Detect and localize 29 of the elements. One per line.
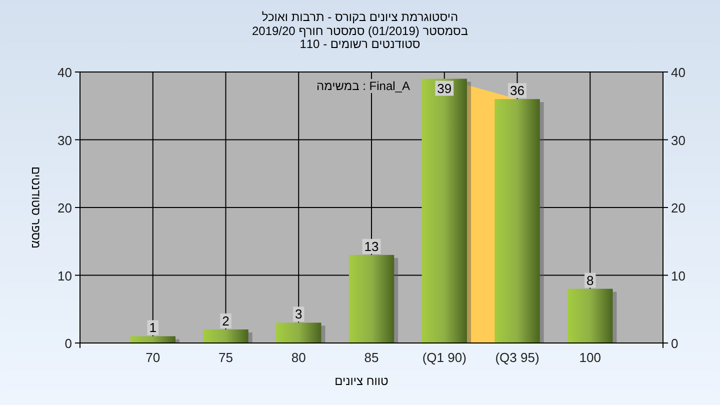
- y-axis-title: מספר סטודנטים: [29, 166, 43, 249]
- x-axis-title: טווח ציונים: [334, 374, 389, 388]
- y2-tick-label: 20: [671, 200, 686, 216]
- data-label: 13: [364, 238, 379, 254]
- annotation: במשימה : Final_A: [316, 79, 410, 93]
- chart-title: היסטוגרמת ציונים בקורס - תרבות ואוכל: [262, 10, 458, 24]
- x-tick-label: 70: [146, 350, 160, 365]
- y2-tick-label: 40: [671, 65, 686, 80]
- x-tick-label: 75: [218, 350, 233, 365]
- y-tick-label: 0: [64, 336, 72, 351]
- data-label: 39: [437, 80, 452, 96]
- chart-subtitle: בסמסטר (01/2019) סמסטר חורף 2019/20 סטודנטים רשומים - 110: [252, 24, 468, 51]
- data-label: 8: [586, 272, 594, 288]
- x-tick-label: (Q1 90): [422, 350, 466, 365]
- data-label: 1: [149, 320, 156, 336]
- data-label: 3: [295, 306, 302, 322]
- y-tick-label: 20: [58, 200, 72, 216]
- y-tick-label: 30: [58, 132, 72, 148]
- x-tick-label: 85: [364, 350, 379, 365]
- y-tick-label: 40: [58, 65, 72, 80]
- y2-tick-label: 0: [671, 336, 678, 351]
- y2-tick-label: 10: [671, 268, 686, 284]
- x-tick-label: 100: [579, 350, 601, 365]
- data-label: 2: [222, 313, 230, 328]
- data-label: 36: [510, 83, 524, 98]
- x-tick-label: (Q3 95): [495, 350, 540, 365]
- x-tick-label: 80: [291, 350, 306, 365]
- y-tick-label: 10: [58, 268, 72, 284]
- y2-tick-label: 30: [671, 132, 686, 148]
